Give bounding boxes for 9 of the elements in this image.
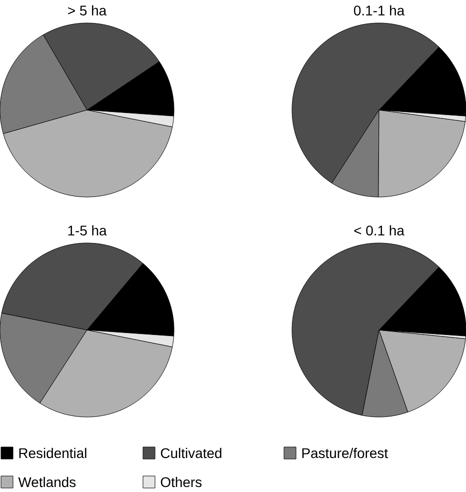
legend-label: Residential: [19, 448, 86, 458]
legend-label: Cultivated: [160, 448, 222, 458]
chart-title: > 5 ha: [68, 5, 107, 16]
legend-label: Others: [160, 476, 202, 488]
chart-title: < 0.1 ha: [354, 225, 404, 236]
legend-label: Pasture/forest: [302, 448, 388, 458]
chart-title: 1-5 ha: [68, 225, 107, 236]
legend-label: Wetlands: [18, 476, 76, 488]
chart-title: 0.1-1 ha: [354, 5, 405, 16]
